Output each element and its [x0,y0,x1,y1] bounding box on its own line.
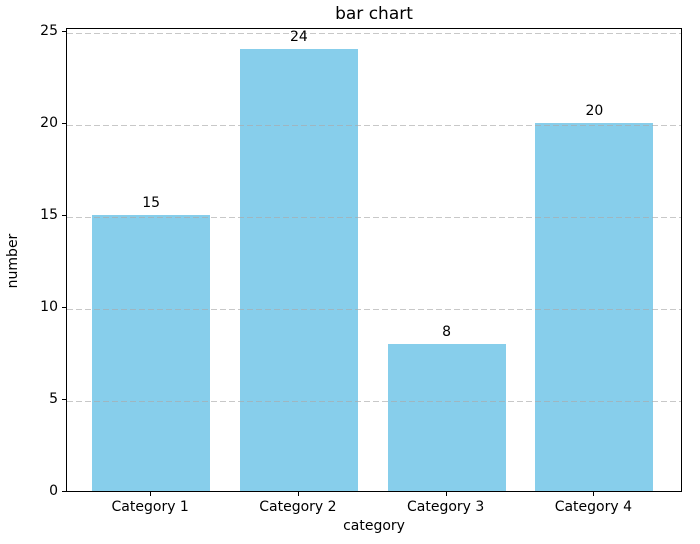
y-tick-mark [62,491,66,492]
bar [239,49,358,491]
y-tick-label: 0 [49,483,58,499]
y-tick-label: 5 [49,390,58,407]
y-gridline [67,216,681,218]
chart-title: bar chart [335,4,413,24]
x-tick-mark [150,492,152,496]
y-tick-label: 20 [40,114,58,131]
y-tick-mark [62,398,66,400]
y-tick-mark [62,30,66,32]
bar [535,122,654,491]
bar [387,343,506,491]
x-tick-label: Category 3 [406,499,485,515]
y-tick-mark [62,214,66,216]
x-tick-mark [593,492,595,496]
y-gridline [67,32,681,34]
bar-value-label: 20 [585,102,604,119]
x-tick-mark [297,492,299,496]
bar-value-label: 8 [442,323,452,340]
x-tick-label: Category 1 [111,499,189,515]
y-gridline [67,400,681,402]
bar-value-label: 15 [142,194,161,211]
x-axis-label: category [343,518,405,534]
y-tick-label: 25 [40,22,58,39]
x-tick-label: Category 2 [259,499,337,515]
y-tick-mark [62,122,66,124]
plot-area: 15 24 8 20 [66,28,682,492]
y-gridline [67,308,681,310]
y-tick-label: 10 [40,298,58,315]
x-tick-mark [445,492,447,496]
y-tick-label: 15 [40,206,58,223]
x-tick-label: Category 4 [554,499,633,515]
y-gridline [67,124,681,126]
y-tick-mark [62,306,66,308]
bar [92,214,211,491]
bar-value-label: 24 [290,29,308,46]
